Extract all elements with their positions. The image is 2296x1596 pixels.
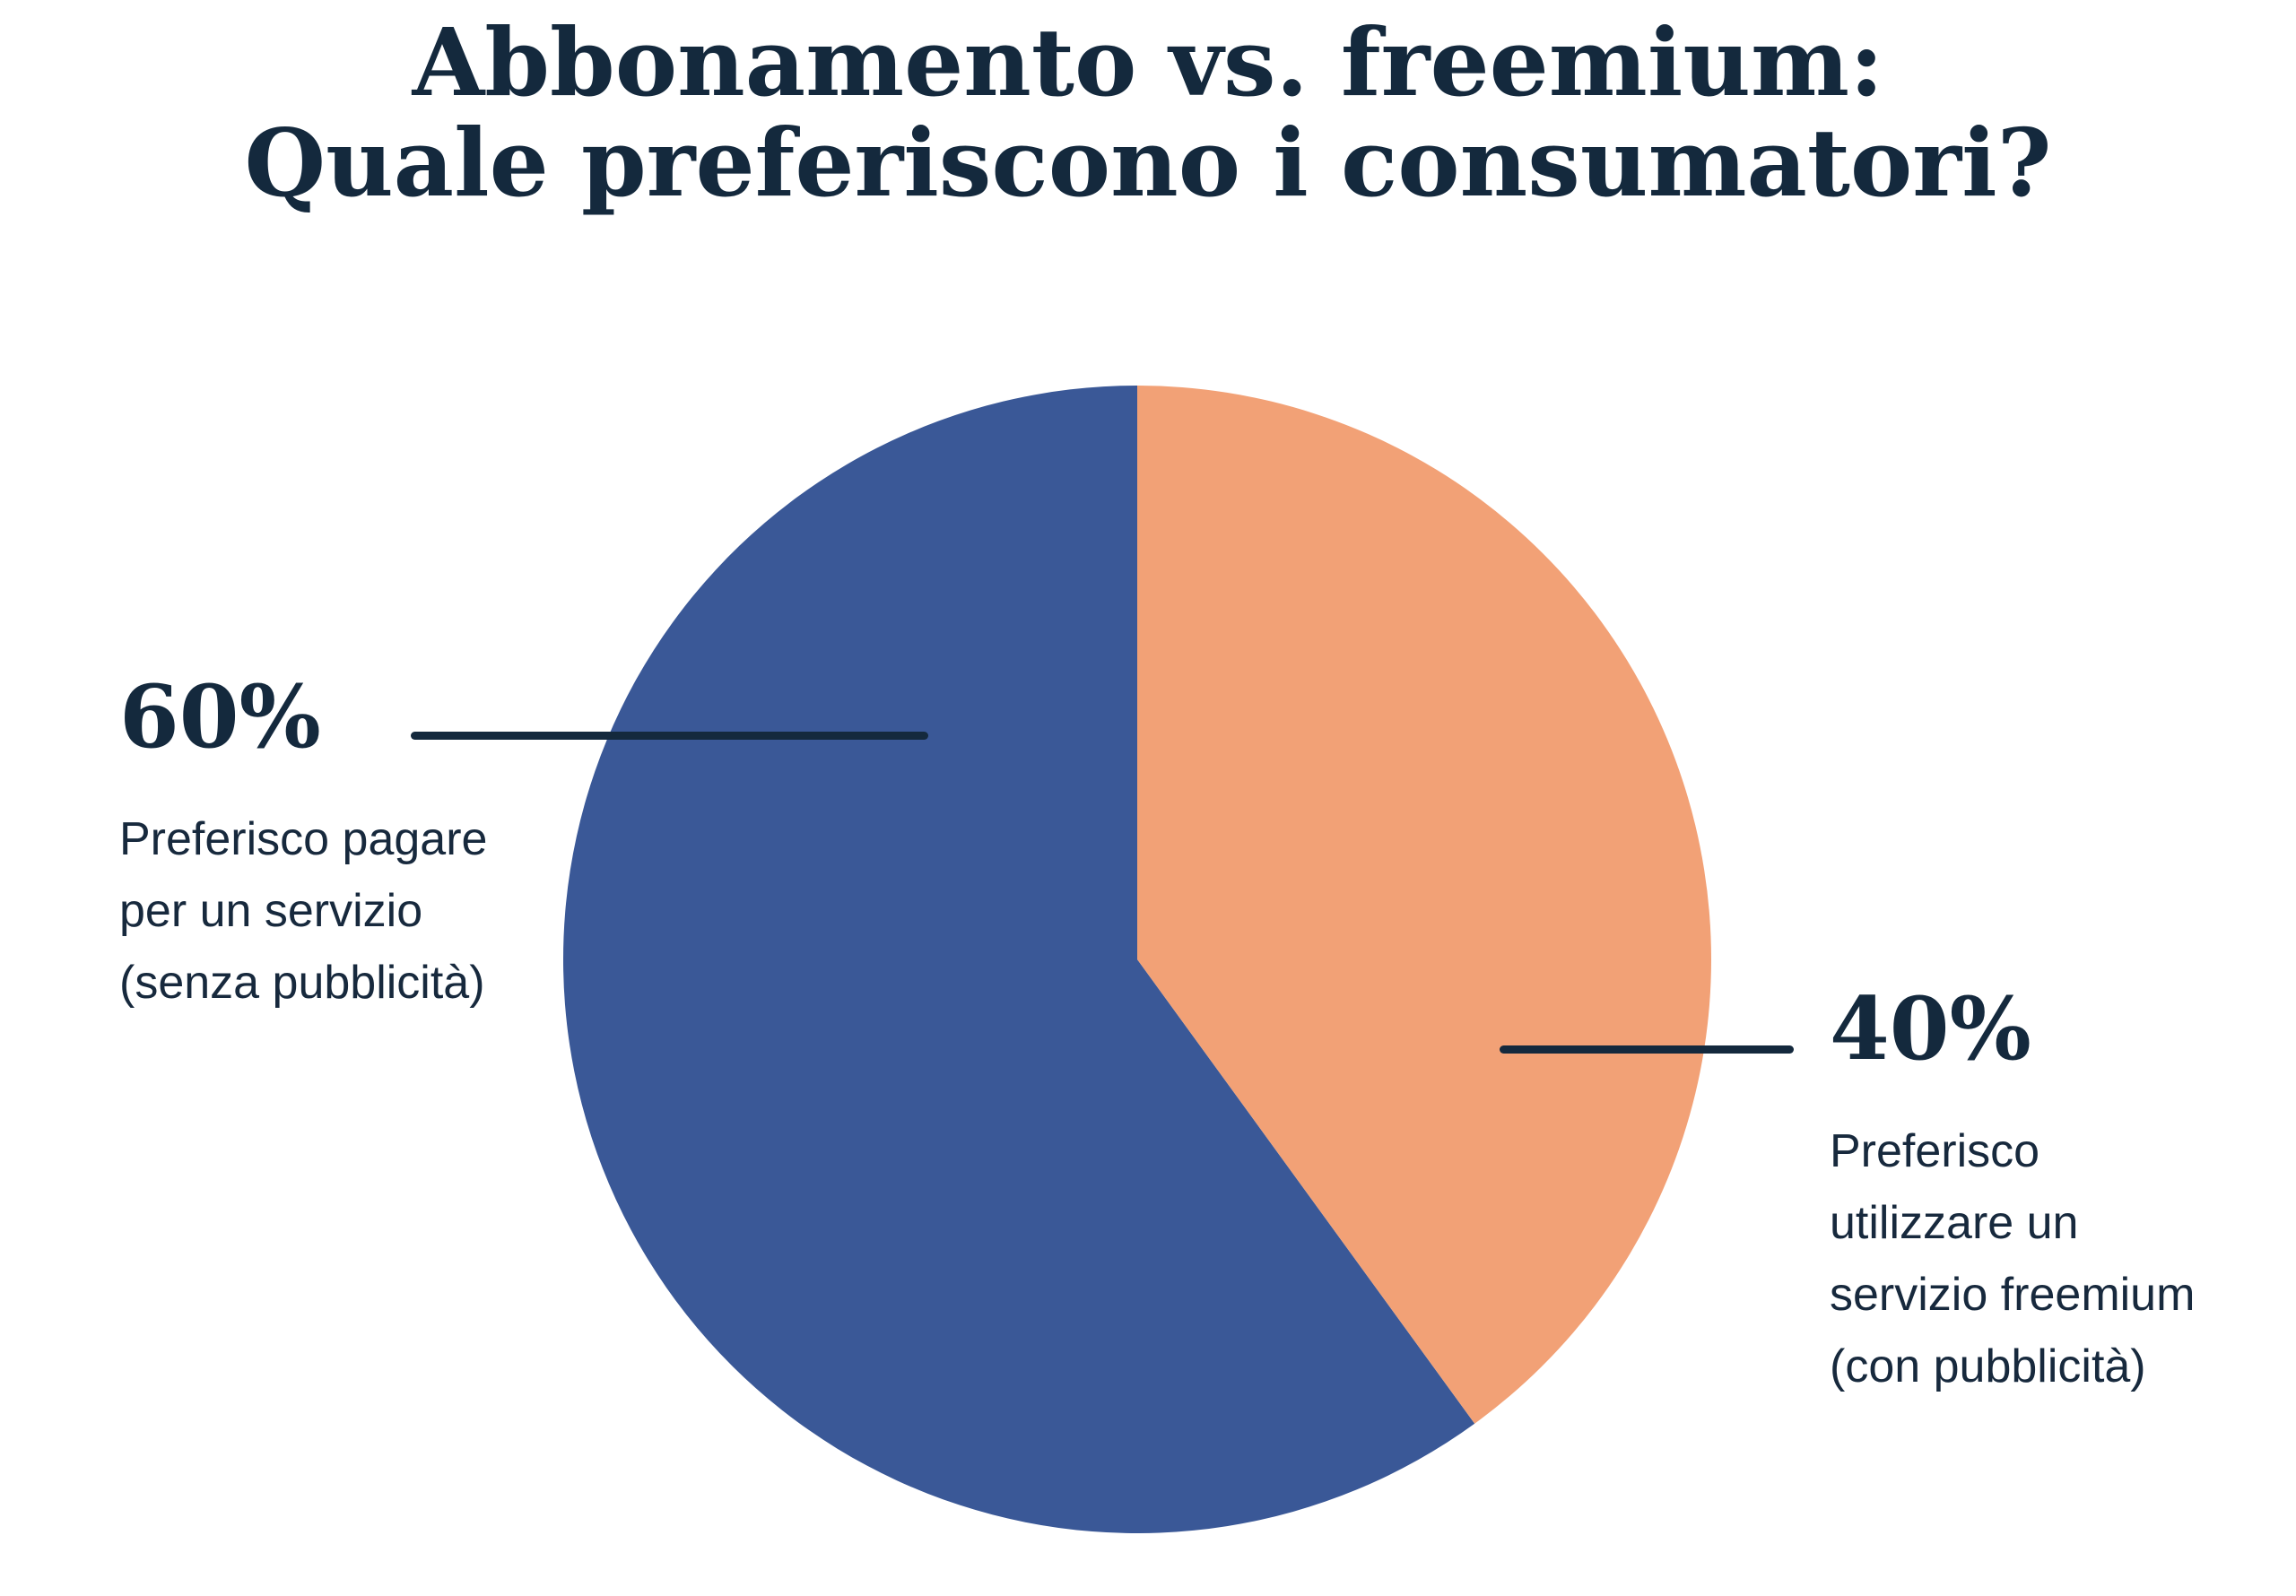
chart-title-line-1: Abbonamento vs. freemium: (412, 7, 1884, 117)
freemium-leader-line (1500, 1045, 1794, 1054)
freemium-description: Preferisco utilizzare un servizio freemi… (1830, 1115, 2296, 1402)
subscription-leader-line (411, 732, 928, 740)
subscription-description-line: (senza pubblicità) (119, 957, 485, 1009)
pie-slice-freemium (1137, 386, 1711, 1424)
freemium-description-line: Preferisco (1830, 1125, 2040, 1177)
freemium-description-line: (con pubblicità) (1830, 1340, 2146, 1392)
freemium-description-line: utilizzare un (1830, 1197, 2079, 1249)
chart-title: Abbonamento vs. freemium: Quale preferis… (0, 13, 2296, 213)
pie-slice-subscription (562, 386, 1475, 1533)
callout-freemium: 40% Preferisco utilizzare un servizio fr… (1830, 983, 2296, 1402)
callout-subscription: 60% Preferisco pagare per un servizio (s… (119, 671, 622, 1019)
subscription-description-line: Preferisco pagare (119, 813, 488, 865)
subscription-description: Preferisco pagare per un servizio (senza… (119, 803, 622, 1019)
freemium-description-line: servizio freemium (1830, 1269, 2196, 1321)
subscription-description-line: per un servizio (119, 885, 423, 937)
chart-title-line-2: Quale preferiscono i consumatori? (244, 108, 2052, 218)
freemium-percentage: 40% (1830, 978, 2031, 1080)
subscription-percentage: 60% (119, 666, 321, 768)
